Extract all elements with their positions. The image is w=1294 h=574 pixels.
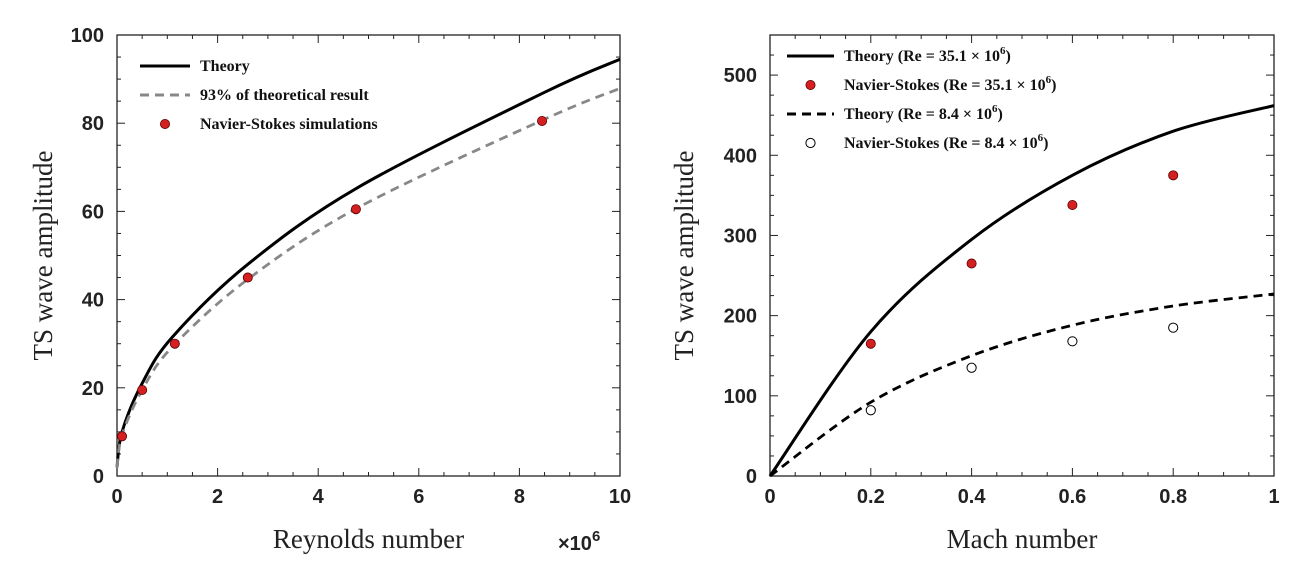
data-point [1168,322,1179,333]
y-tick-label: 400 [724,145,757,167]
data-point [966,258,977,269]
legend-label: Theory (Re = 35.1 × 106) [844,45,1011,65]
y-tick-label: 200 [724,306,757,328]
x-tick-label: 4 [313,486,325,508]
data-point [865,338,876,349]
legend-marker [805,137,816,149]
y-tick-label: 300 [724,225,757,247]
data-point [169,338,180,349]
y-tick-label: 60 [82,201,104,223]
legend-marker [805,80,816,91]
data-point [1067,199,1078,210]
series-line-0 [115,57,621,468]
plot-frame [769,34,1275,477]
y-tick-label: 80 [82,113,104,135]
y-tick-label: 40 [82,290,104,312]
data-point [966,362,977,373]
data-point [350,204,361,215]
x-tick-label: 0.4 [958,486,987,508]
y-tick-label: 0 [746,466,757,488]
legend-label: 93% of theoretical result [200,87,369,104]
data-point [137,385,148,396]
x-tick-label: 0.2 [857,486,885,508]
legend-label: Navier-Stokes (Re = 35.1 × 106) [844,74,1056,94]
axis-ticks [769,34,1275,477]
x-tick-label: 2 [212,486,223,508]
plot-frame [116,34,621,477]
y-tick-label: 500 [724,65,757,87]
x-tick-label: 10 [609,486,631,508]
data-point [242,272,253,283]
x-tick-label: 1 [1268,486,1279,508]
y-tick-label: 0 [93,466,104,488]
legend-label: Navier-Stokes (Re = 8.4 × 106) [844,132,1048,152]
y-axis-label: TS wave amplitude [28,151,58,361]
series-line-2 [769,292,1275,478]
data-point [537,115,548,126]
legend-label: Theory (Re = 8.4 × 106) [844,103,1003,123]
x-axis-label: Mach number [947,524,1098,554]
data-point [1067,336,1078,347]
x-tick-label: 0.8 [1159,486,1187,508]
series-line-1 [115,87,621,468]
y-tick-label: 100 [71,25,104,47]
x-tick-label: 6 [413,486,424,508]
data-point [865,405,876,416]
series-group [768,104,1275,478]
x-tick-label: 0 [111,486,122,508]
x-axis-label: Reynolds number [273,524,464,554]
series-group [115,57,621,468]
x-tick-label: 8 [514,486,525,508]
legend-label: Theory [200,58,250,75]
y-tick-label: 100 [724,386,757,408]
legend-label: Navier-Stokes simulations [200,116,378,133]
legend-marker [159,119,170,130]
x-tick-label: 0 [764,486,775,508]
data-point [117,431,128,442]
x-tick-label: 0.6 [1058,486,1086,508]
right-chart-panel: 0 0.2 0.4 0.6 0.8 1 0 100 200 300 400 500 Mach numbe… [669,34,1280,554]
y-axis-label: TS wave amplitude [669,151,699,361]
series-line-0 [768,104,1275,477]
data-point [1168,170,1179,181]
y-tick-label: 20 [82,378,104,400]
legend: Theory 93% of theoretical result Navier-St… [140,58,378,133]
legend: Theory (Re = 35.1 × 106) Navier-Stokes (R… [787,45,1056,152]
x-axis-multiplier: ×106 [558,528,600,555]
